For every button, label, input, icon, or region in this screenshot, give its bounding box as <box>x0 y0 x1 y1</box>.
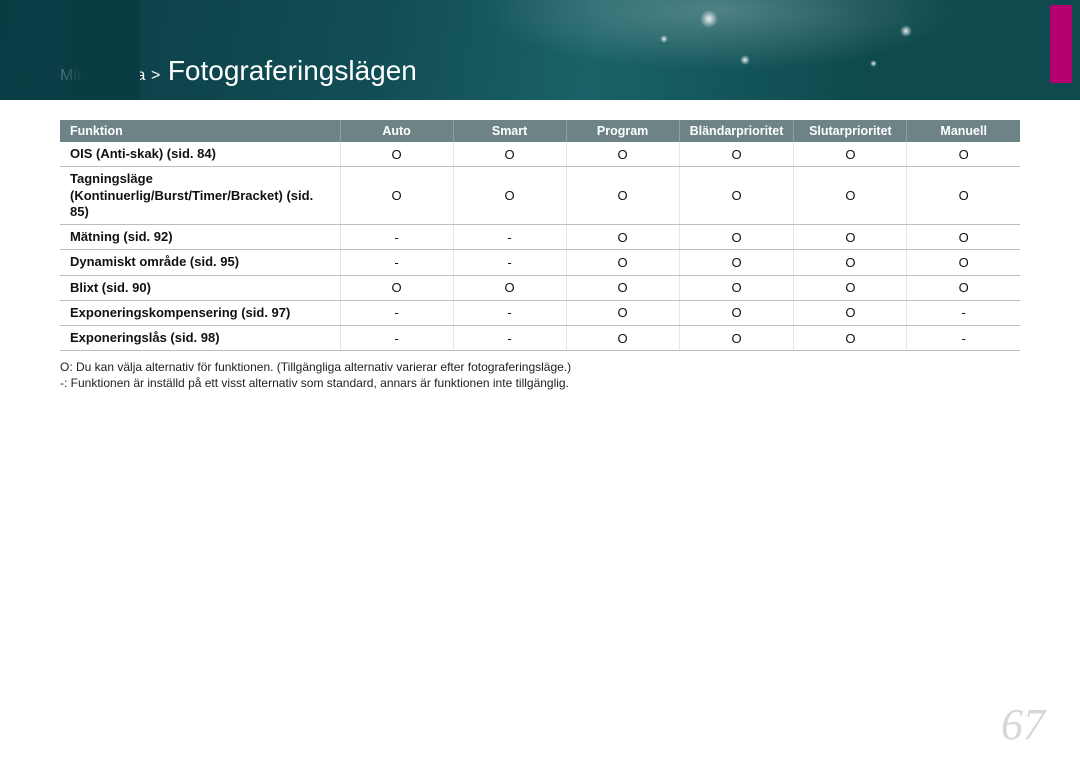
cell: O <box>453 167 566 225</box>
cell: - <box>340 225 453 250</box>
cell: O <box>566 225 679 250</box>
cell: - <box>453 326 566 351</box>
breadcrumb-separator: > <box>151 67 160 84</box>
breadcrumb-prefix: Min kamera <box>60 67 146 84</box>
table-row: Tagningsläge (Kontinuerlig/Burst/Timer/B… <box>60 167 1020 225</box>
cell: O <box>566 142 679 167</box>
cell: O <box>566 250 679 275</box>
decorative-sparkle <box>870 60 877 67</box>
cell: O <box>679 142 794 167</box>
cell: - <box>340 326 453 351</box>
col-program: Program <box>566 120 679 142</box>
col-blandarprioritet: Bländarprioritet <box>679 120 794 142</box>
cell: O <box>340 142 453 167</box>
row-label: Tagningsläge (Kontinuerlig/Burst/Timer/B… <box>60 167 340 225</box>
cell: O <box>566 326 679 351</box>
modes-table: Funktion Auto Smart Program Bländarprior… <box>60 120 1020 351</box>
table-header-row: Funktion Auto Smart Program Bländarprior… <box>60 120 1020 142</box>
accent-bar <box>1050 5 1072 83</box>
col-manuell: Manuell <box>907 120 1020 142</box>
cell: - <box>453 300 566 325</box>
decorative-sparkle <box>660 35 668 43</box>
cell: O <box>794 326 907 351</box>
cell: O <box>794 250 907 275</box>
cell: O <box>566 300 679 325</box>
cell: O <box>907 142 1020 167</box>
cell: O <box>679 167 794 225</box>
cell: O <box>794 300 907 325</box>
page-title: Fotograferingslägen <box>168 55 417 86</box>
table-row: Mätning (sid. 92) - - O O O O <box>60 225 1020 250</box>
col-slutarprioritet: Slutarprioritet <box>794 120 907 142</box>
cell: O <box>340 167 453 225</box>
cell: - <box>340 300 453 325</box>
cell: O <box>907 167 1020 225</box>
row-label: Dynamiskt område (sid. 95) <box>60 250 340 275</box>
cell: - <box>453 250 566 275</box>
cell: - <box>453 225 566 250</box>
cell: O <box>907 250 1020 275</box>
table-row: Blixt (sid. 90) O O O O O O <box>60 275 1020 300</box>
cell: - <box>907 300 1020 325</box>
row-label: Exponeringslås (sid. 98) <box>60 326 340 351</box>
cell: - <box>340 250 453 275</box>
cell: O <box>679 250 794 275</box>
cell: O <box>679 275 794 300</box>
cell: O <box>566 275 679 300</box>
cell: O <box>453 142 566 167</box>
row-label: Blixt (sid. 90) <box>60 275 340 300</box>
decorative-sparkle <box>740 55 750 65</box>
cell: O <box>794 142 907 167</box>
content-area: Funktion Auto Smart Program Bländarprior… <box>60 120 1020 392</box>
row-label: Mätning (sid. 92) <box>60 225 340 250</box>
cell: O <box>679 225 794 250</box>
breadcrumb: Min kamera > Fotograferingslägen <box>60 55 417 87</box>
table-row: Dynamiskt område (sid. 95) - - O O O O <box>60 250 1020 275</box>
cell: O <box>566 167 679 225</box>
table-row: OIS (Anti-skak) (sid. 84) O O O O O O <box>60 142 1020 167</box>
cell: - <box>907 326 1020 351</box>
row-label: OIS (Anti-skak) (sid. 84) <box>60 142 340 167</box>
table-legend: O: Du kan välja alternativ för funktione… <box>60 359 1020 391</box>
cell: O <box>794 167 907 225</box>
col-funktion: Funktion <box>60 120 340 142</box>
row-label: Exponeringskompensering (sid. 97) <box>60 300 340 325</box>
cell: O <box>794 225 907 250</box>
decorative-sparkle <box>700 10 718 28</box>
cell: O <box>679 326 794 351</box>
legend-line-dash: -: Funktionen är inställd på ett visst a… <box>60 375 1020 391</box>
col-smart: Smart <box>453 120 566 142</box>
cell: O <box>907 225 1020 250</box>
cell: O <box>453 275 566 300</box>
cell: O <box>794 275 907 300</box>
cell: O <box>907 275 1020 300</box>
table-row: Exponeringskompensering (sid. 97) - - O … <box>60 300 1020 325</box>
cell: O <box>679 300 794 325</box>
header-banner: Min kamera > Fotograferingslägen <box>0 0 1080 100</box>
decorative-sparkle <box>900 25 912 37</box>
table-body: OIS (Anti-skak) (sid. 84) O O O O O O Ta… <box>60 142 1020 351</box>
col-auto: Auto <box>340 120 453 142</box>
cell: O <box>340 275 453 300</box>
table-row: Exponeringslås (sid. 98) - - O O O - <box>60 326 1020 351</box>
legend-line-o: O: Du kan välja alternativ för funktione… <box>60 359 1020 375</box>
page-number: 67 <box>1001 699 1045 750</box>
